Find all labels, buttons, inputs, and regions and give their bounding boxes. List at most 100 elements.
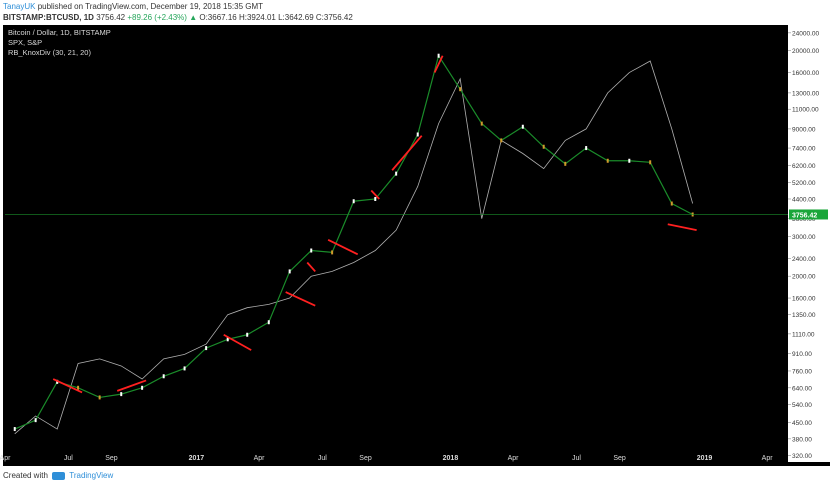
y-tick-label: 450.00 — [792, 420, 812, 427]
legend-compare-series[interactable]: SPX, S&P — [8, 38, 43, 47]
y-tick-label: 1600.00 — [792, 296, 816, 303]
current-price-label: 3756.42 — [792, 212, 817, 219]
chart-area[interactable] — [3, 25, 830, 466]
y-tick-label: 640.00 — [792, 385, 812, 392]
current-price-tag — [789, 209, 828, 220]
x-tick-label: Sep — [613, 455, 626, 462]
btc-point — [437, 53, 440, 58]
x-tick-label: Sep — [105, 455, 118, 462]
chart-legend: Bitcoin / Dollar, 1D, BITSTAMP SPX, S&P … — [8, 28, 111, 58]
y-tick-label: 910.00 — [792, 351, 812, 358]
x-tick-label: 2017 — [189, 455, 205, 462]
price-change: +89.26 (+2.43%) — [127, 13, 187, 22]
ohlc-values: O:3667.16 H:3924.01 L:3642.69 C:3756.42 — [199, 13, 353, 22]
legend-main-series[interactable]: Bitcoin / Dollar, 1D, BITSTAMP — [8, 28, 111, 37]
publish-header: TanayUK published on TradingView.com, De… — [0, 0, 833, 26]
btc-point — [141, 385, 144, 390]
x-tick-label: Apr — [762, 455, 774, 462]
divergence-line — [391, 135, 423, 171]
btc-point — [395, 171, 398, 176]
author-link[interactable]: TanayUK — [3, 2, 36, 11]
btc-point — [13, 427, 16, 432]
btc-point — [352, 199, 355, 204]
btc-point — [331, 250, 334, 255]
y-tick-label: 5200.00 — [792, 180, 816, 187]
btc-point — [120, 392, 123, 397]
y-tick-label: 13000.00 — [792, 90, 819, 97]
y-tick-label: 4400.00 — [792, 196, 816, 203]
x-tick-label: 2019 — [697, 455, 713, 462]
y-tick-label: 380.00 — [792, 436, 812, 443]
btc-point — [183, 366, 186, 371]
btc-point — [246, 332, 249, 337]
divergence-line — [306, 261, 316, 273]
y-tick-label: 320.00 — [792, 453, 812, 460]
y-tick-label: 2400.00 — [792, 256, 816, 263]
divergence-line — [433, 55, 444, 73]
btc-point — [34, 418, 37, 423]
btc-point — [480, 121, 483, 126]
y-tick-label: 2000.00 — [792, 274, 816, 281]
btc-point — [77, 385, 80, 390]
y-tick-label: 3600.00 — [792, 216, 816, 223]
y-tick-label: 16000.00 — [792, 70, 819, 77]
y-tick-label: 20000.00 — [792, 48, 819, 55]
x-axis-strip — [3, 462, 830, 466]
btc-point — [564, 161, 567, 166]
y-axis-panel — [788, 25, 830, 462]
last-price: 3756.42 — [96, 13, 126, 22]
tradingview-logo-icon — [52, 471, 66, 480]
y-tick-label: 9000.00 — [792, 126, 816, 133]
divergence-line — [327, 239, 359, 256]
btc-point — [310, 248, 313, 253]
y-tick-label: 1110.00 — [792, 331, 815, 338]
x-tick-label: Jul — [64, 455, 73, 462]
btc-point — [374, 196, 377, 201]
btc-point — [670, 201, 673, 206]
x-tick-label: Apr — [254, 455, 266, 462]
y-tick-label: 7400.00 — [792, 146, 816, 153]
btc-point — [162, 374, 165, 379]
y-tick-label: 11000.00 — [792, 107, 819, 114]
y-tick-label: 6200.00 — [792, 163, 816, 170]
btc-point — [521, 124, 524, 129]
published-text: published on TradingView.com, December 1… — [37, 2, 264, 11]
y-tick-label: 540.00 — [792, 402, 812, 409]
legend-indicator[interactable]: RB_KnoxDiv (30, 21, 20) — [8, 48, 91, 57]
btc-point — [459, 87, 462, 92]
btc-point — [585, 146, 588, 151]
btc-point — [205, 346, 208, 351]
btc-point — [267, 320, 270, 325]
x-tick-label: Sep — [359, 455, 372, 462]
spx-series-line — [14, 60, 694, 435]
btc-point — [628, 158, 631, 163]
divergence-line — [116, 379, 147, 392]
divergence-line — [223, 333, 252, 351]
btc-point — [649, 160, 652, 165]
tradingview-link[interactable]: TradingView — [69, 471, 114, 480]
divergence-line — [52, 378, 83, 394]
btc-point — [98, 395, 101, 400]
divergence-line — [285, 291, 316, 307]
btc-point — [606, 158, 609, 163]
symbol-label: BITSTAMP:BTCUSD, 1D — [3, 13, 94, 22]
x-tick-label: Jul — [318, 455, 327, 462]
x-tick-label: Jul — [572, 455, 581, 462]
created-with-label: Created with — [3, 471, 48, 480]
footer: Created with TradingView — [3, 471, 113, 480]
y-tick-label: 3000.00 — [792, 234, 816, 241]
divergence-line — [667, 223, 697, 232]
btc-point — [288, 269, 291, 274]
btc-point — [542, 144, 545, 149]
btc-point — [416, 132, 419, 137]
up-arrow-icon: ▲ — [189, 13, 198, 22]
publish-info: TanayUK published on TradingView.com, De… — [3, 2, 263, 11]
y-tick-label: 1350.00 — [792, 312, 816, 319]
quote-line: BITSTAMP:BTCUSD, 1D 3756.42 +89.26 (+2.4… — [3, 13, 353, 22]
x-tick-label: Apr — [0, 455, 11, 462]
y-tick-label: 24000.00 — [792, 30, 819, 37]
divergence-line — [370, 189, 380, 200]
btc-point — [500, 138, 503, 143]
btc-series-line — [14, 54, 693, 430]
